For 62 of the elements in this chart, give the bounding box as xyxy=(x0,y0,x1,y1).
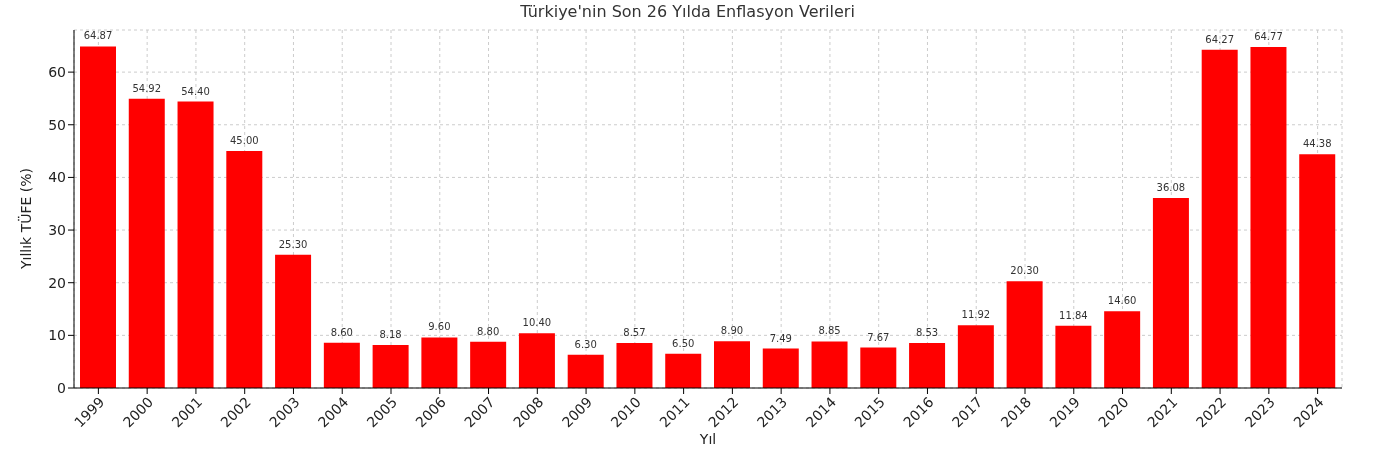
y-tick-label: 10 xyxy=(48,327,66,344)
bar xyxy=(275,254,312,388)
bar xyxy=(860,347,897,388)
data-label: 45.00 xyxy=(229,135,259,147)
data-label: 8.60 xyxy=(330,326,353,338)
y-tick-label: 0 xyxy=(57,379,66,396)
x-axis-title: Yıl xyxy=(698,431,717,447)
y-tick-label: 40 xyxy=(48,169,66,186)
bar xyxy=(323,342,360,388)
data-label: 36.08 xyxy=(1156,182,1186,194)
data-label: 8.18 xyxy=(379,328,402,340)
y-tick-label: 20 xyxy=(48,274,66,291)
data-label: 8.90 xyxy=(720,325,744,337)
data-label: 8.57 xyxy=(623,326,646,338)
bar xyxy=(470,341,507,388)
data-label: 7.67 xyxy=(867,331,890,343)
bar xyxy=(1104,311,1141,388)
data-label: 6.50 xyxy=(672,337,695,349)
bar xyxy=(1201,49,1238,388)
data-label: 9.60 xyxy=(428,321,451,333)
data-label: 10.40 xyxy=(522,317,552,329)
data-label: 20.30 xyxy=(1010,265,1039,277)
bar xyxy=(909,343,946,388)
y-tick-label: 30 xyxy=(48,222,66,239)
bar xyxy=(421,337,458,388)
bar xyxy=(1055,325,1092,388)
y-tick-label: 60 xyxy=(48,64,66,81)
bar xyxy=(616,342,653,388)
bar xyxy=(811,341,848,388)
bar xyxy=(957,325,994,388)
data-label: 54.92 xyxy=(132,82,162,94)
data-label: 8.53 xyxy=(915,327,939,339)
data-label: 6.30 xyxy=(574,338,597,350)
bar xyxy=(1250,47,1287,388)
bar xyxy=(762,348,799,388)
data-label: 64.87 xyxy=(83,30,113,42)
data-label: 54.40 xyxy=(181,85,210,97)
data-label: 7.49 xyxy=(769,332,792,344)
chart-title: Türkiye'nin Son 26 Yılda Enflasyon Verileri xyxy=(519,2,856,22)
data-label: 8.80 xyxy=(477,325,500,337)
bar xyxy=(665,353,702,388)
data-label: 64.27 xyxy=(1205,33,1235,45)
data-label: 64.77 xyxy=(1254,31,1283,42)
data-label: 11.92 xyxy=(961,309,991,321)
bar xyxy=(1152,198,1189,388)
bar xyxy=(80,46,116,388)
bar xyxy=(226,151,263,388)
data-label: 25.30 xyxy=(278,238,308,250)
data-label: 14.60 xyxy=(1107,295,1137,307)
bar xyxy=(1006,281,1043,388)
bar xyxy=(177,101,214,388)
bar xyxy=(518,333,555,388)
bar xyxy=(1299,154,1336,388)
data-label: 11.84 xyxy=(1059,309,1088,321)
bar xyxy=(128,98,165,388)
bar xyxy=(372,344,409,388)
bar xyxy=(567,354,604,388)
y-tick-label: 50 xyxy=(48,116,66,133)
data-label: 44.38 xyxy=(1302,138,1332,150)
bar xyxy=(714,341,750,388)
y-axis-title: Yıllık TÜFE (%) xyxy=(16,167,34,270)
data-label: 8.85 xyxy=(818,325,841,337)
